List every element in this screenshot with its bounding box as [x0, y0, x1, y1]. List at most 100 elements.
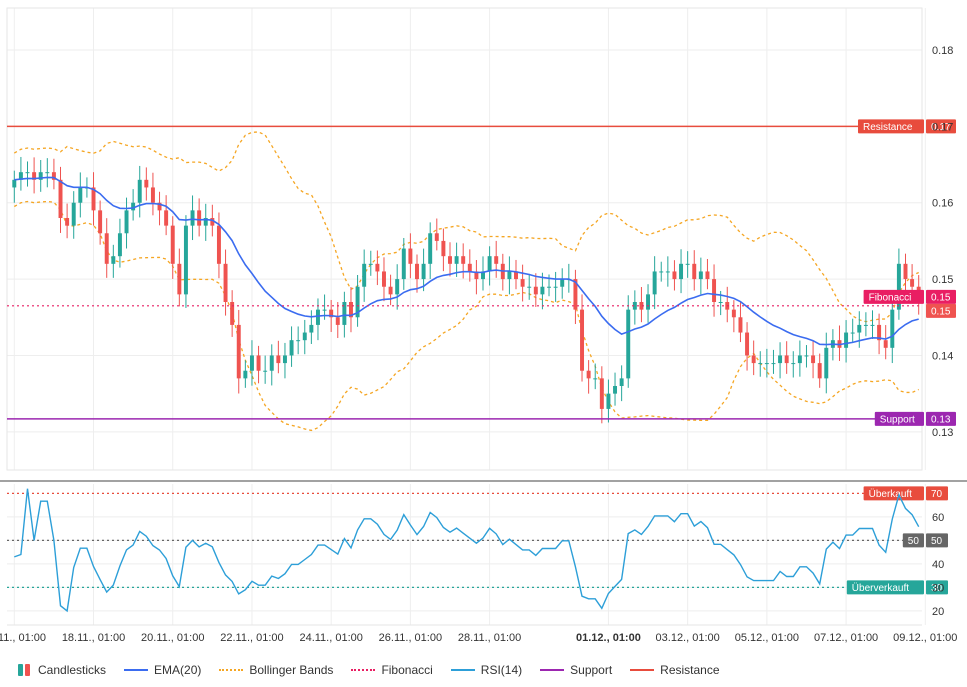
candle [738, 302, 743, 343]
candle-body [309, 324, 314, 333]
candle-body [296, 340, 301, 342]
candle [263, 355, 268, 384]
candle-body [850, 332, 855, 334]
candle [104, 218, 109, 278]
candle-body [289, 340, 294, 356]
candle-body [474, 271, 479, 280]
legend-item[interactable]: EMA(20) [124, 663, 201, 677]
candle-body [329, 309, 334, 318]
legend-item[interactable]: Candlesticks [18, 663, 106, 677]
candle [824, 332, 829, 394]
rsi-level-tag: Überverkauft 30 [846, 580, 948, 595]
candle [401, 237, 406, 290]
candle [533, 273, 538, 307]
candle-body [811, 355, 816, 364]
price-tick-label: 0.18 [932, 45, 953, 57]
candle-body [322, 309, 327, 311]
rsi-tick-label: 60 [932, 512, 944, 524]
candle [896, 248, 901, 320]
candle-body [547, 286, 551, 288]
candle [540, 272, 545, 310]
candle [243, 360, 248, 388]
candle-body [487, 256, 492, 272]
candle [368, 250, 373, 276]
candle [395, 264, 400, 310]
x-tick-label: 09.12., 01:00 [893, 632, 957, 644]
candle [256, 345, 261, 384]
candle [520, 264, 525, 302]
legend-swatch [540, 669, 565, 671]
candle-body [335, 317, 340, 325]
candle [474, 260, 479, 295]
legend-label: EMA(20) [154, 663, 202, 677]
candle-body [144, 179, 149, 188]
candle-body [382, 271, 386, 287]
candle [613, 372, 618, 406]
candle-body [758, 363, 763, 365]
candle-body [401, 248, 406, 280]
candle [348, 287, 353, 333]
candle [784, 341, 789, 374]
candle [626, 295, 631, 388]
candle-body [705, 271, 710, 280]
candle [197, 198, 202, 237]
grid-lines [7, 8, 926, 625]
candle [725, 286, 730, 323]
candle-body [375, 263, 380, 272]
tag-value-bg [926, 533, 948, 548]
candle [335, 302, 340, 339]
support-tag: Support 0.13 [874, 411, 956, 426]
candle-body [573, 279, 578, 310]
candle [507, 256, 512, 295]
candle [12, 170, 17, 203]
candle [296, 326, 301, 355]
candle [164, 195, 169, 236]
legend-item[interactable]: Resistance [630, 663, 720, 677]
candle-body [665, 271, 670, 273]
candle-body [441, 240, 446, 257]
candle-body [731, 309, 736, 318]
candle [428, 222, 433, 279]
candle [117, 218, 122, 268]
legend-item[interactable]: Fibonacci [351, 663, 433, 677]
candle [606, 379, 611, 423]
candle [421, 248, 426, 292]
rsi-levels: Überkauft 70 50 50 Überverkauft 30 [7, 486, 948, 595]
x-tick-label: 28.11., 01:00 [458, 632, 521, 644]
candle-body [230, 302, 235, 325]
price-tick-label: 0.15 [932, 274, 953, 286]
candle [758, 351, 763, 377]
candle [679, 249, 684, 294]
tag-value-bg [926, 486, 948, 501]
candle-body [646, 294, 651, 310]
candle [566, 263, 571, 293]
legend-label: Fibonacci [381, 663, 433, 677]
candle [58, 166, 63, 233]
legend-item[interactable]: RSI(14) [450, 663, 522, 677]
candle-body [718, 302, 723, 303]
candle [751, 340, 756, 376]
candle [18, 156, 23, 191]
candle [580, 294, 585, 382]
candle-body [804, 355, 809, 357]
tag-bg [863, 289, 924, 304]
candle [111, 244, 116, 278]
legend-item[interactable]: Bollinger Bands [219, 663, 333, 677]
candle-body [877, 324, 882, 341]
candle-body [256, 355, 261, 371]
candle-body [428, 233, 433, 264]
candle-body [764, 363, 769, 365]
candle-body [613, 386, 618, 394]
resistance-tag: Resistance 0.17 [858, 119, 956, 134]
candle [190, 195, 195, 241]
candle-body [117, 233, 122, 257]
candle-body [745, 332, 750, 356]
chart-canvas[interactable]: Resistance 0.17 Fibonacci 0.15 Support 0.13 0.… [0, 0, 967, 655]
legend-item[interactable]: Support [540, 663, 612, 677]
candle [170, 216, 175, 279]
candle-body [870, 324, 875, 326]
candle-body [216, 225, 221, 264]
candle [692, 250, 697, 291]
tag-bg [846, 580, 924, 595]
candle-body [197, 210, 202, 226]
